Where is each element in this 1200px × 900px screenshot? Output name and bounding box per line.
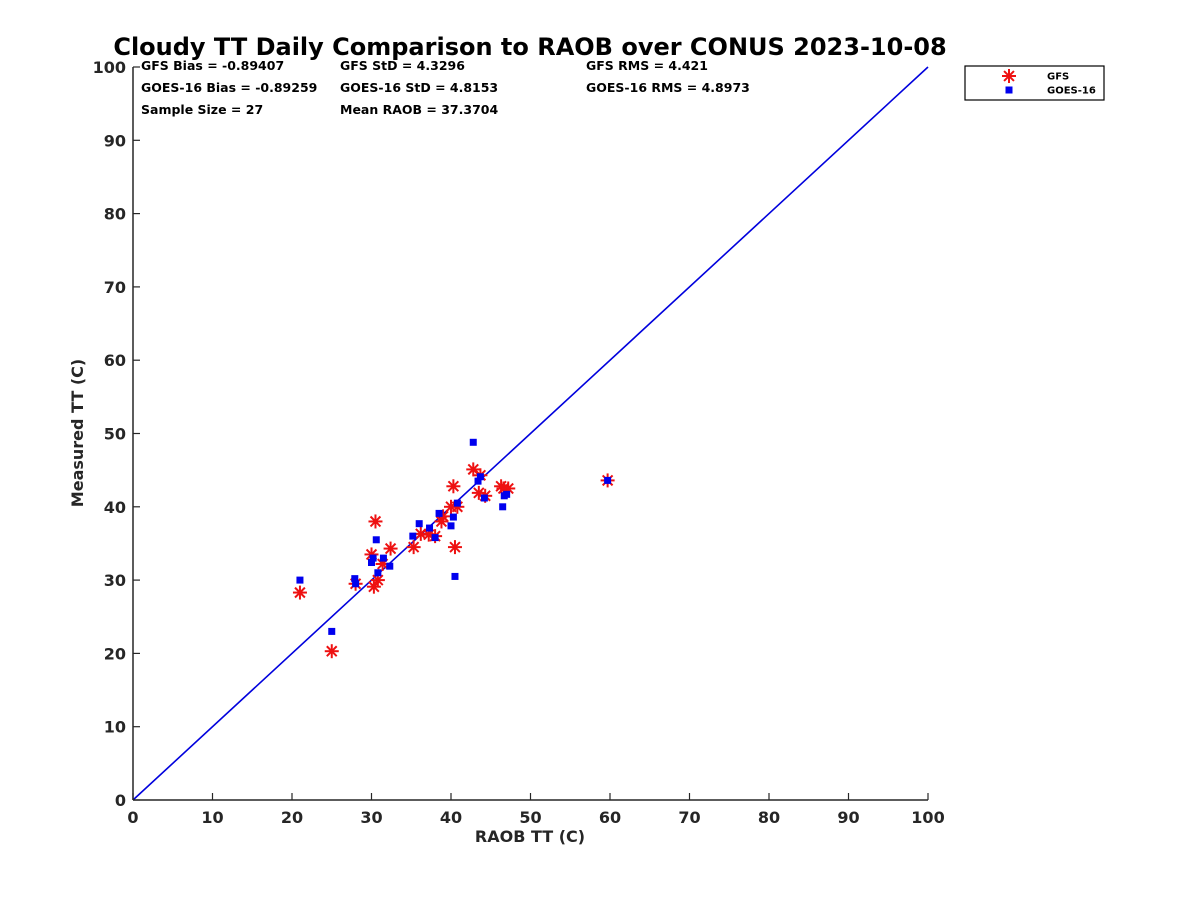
- series-gfs: [292, 462, 615, 659]
- reference-line-group: [132, 66, 929, 801]
- point-goes-16: [372, 536, 380, 544]
- point-goes-16: [328, 627, 336, 635]
- point-goes-16: [351, 575, 359, 583]
- y-tick-label: 80: [104, 205, 126, 224]
- statistics-annotations: GFS Bias = -0.89407 GFS StD = 4.3296 GFS R…: [141, 58, 750, 117]
- y-tick-label: 50: [104, 425, 126, 444]
- asterisk-stroke: [435, 515, 448, 528]
- y-tick-label: 30: [104, 571, 126, 590]
- chart-title: Cloudy TT Daily Comparison to RAOB over …: [113, 33, 946, 61]
- point-goes-16: [415, 520, 423, 528]
- asterisk-stroke: [447, 480, 460, 492]
- stat-text: Sample Size = 27: [141, 102, 263, 117]
- point-goes-16: [409, 532, 417, 540]
- point-goes-16: [474, 477, 482, 485]
- asterisk-stroke: [415, 528, 427, 540]
- legend-label: GOES-16: [1047, 86, 1096, 97]
- asterisk-stroke: [294, 586, 306, 599]
- y-axis-label: Measured TT (C): [68, 359, 87, 507]
- point-goes-16: [374, 569, 382, 577]
- point-gfs: [447, 540, 462, 555]
- plot-area: 0 10 20 30 40 50 60 70 80 90 100 0 10 20 30 40 50 60 70 80 9…: [93, 58, 945, 827]
- asterisk-stroke: [368, 581, 380, 593]
- legend-marker-goes-16: [1005, 86, 1013, 94]
- y-tick-label: 70: [104, 278, 126, 297]
- point-goes-16: [386, 562, 394, 570]
- y-tick-label: 40: [104, 498, 126, 517]
- point-goes-16: [435, 509, 443, 517]
- x-tick-label: 80: [758, 808, 780, 827]
- asterisk-stroke: [407, 541, 420, 553]
- asterisk-stroke: [449, 541, 461, 553]
- point-goes-16: [449, 513, 457, 521]
- x-tick-label: 40: [440, 808, 462, 827]
- asterisk-stroke: [384, 542, 397, 555]
- stat-text: GFS Bias = -0.89407: [141, 58, 284, 73]
- asterisk-stroke: [1003, 70, 1015, 82]
- point-goes-16: [431, 534, 439, 542]
- legend-marker-gfs: [1002, 69, 1016, 83]
- point-goes-16: [476, 473, 484, 481]
- point-goes-16: [469, 438, 477, 446]
- point-goes-16: [453, 499, 461, 507]
- y-tick-label: 90: [104, 131, 126, 150]
- point-gfs: [446, 479, 461, 494]
- series-goes-16: [296, 438, 612, 635]
- asterisk-stroke: [502, 482, 514, 495]
- stat-text: GFS StD = 4.3296: [340, 58, 465, 73]
- point-goes-16: [379, 554, 387, 562]
- point-goes-16: [352, 580, 360, 588]
- legend: GFS GOES-16: [964, 65, 1105, 101]
- point-gfs: [383, 541, 398, 556]
- y-tick-label: 0: [115, 791, 126, 810]
- point-goes-16: [368, 559, 375, 567]
- x-tick-label: 50: [519, 808, 541, 827]
- x-tick-label: 90: [837, 808, 859, 827]
- point-goes-16: [451, 572, 459, 580]
- point-goes-16: [426, 524, 434, 532]
- point-gfs: [368, 514, 383, 529]
- x-tick-label: 60: [599, 808, 621, 827]
- x-tick-label: 30: [360, 808, 382, 827]
- x-tick-label: 0: [127, 808, 138, 827]
- point-goes-16: [480, 494, 488, 502]
- legend-label: GFS: [1047, 72, 1069, 83]
- data-points: [292, 438, 615, 659]
- point-goes-16: [296, 576, 304, 584]
- x-tick-label: 70: [678, 808, 700, 827]
- x-tick-label: 100: [911, 808, 944, 827]
- y-tick-label: 10: [104, 718, 126, 737]
- asterisk-stroke: [369, 515, 382, 528]
- asterisk-stroke: [372, 574, 384, 586]
- stat-text: GOES-16 StD = 4.8153: [340, 80, 498, 95]
- point-gfs: [292, 585, 307, 600]
- stat-text: Mean RAOB = 37.3704: [340, 102, 498, 117]
- point-goes-16: [503, 490, 511, 498]
- asterisk-stroke: [376, 558, 389, 570]
- asterisk-stroke: [326, 645, 338, 657]
- x-tick-label: 10: [201, 808, 223, 827]
- x-tick-label: 20: [281, 808, 303, 827]
- y-tick-label: 60: [104, 351, 126, 370]
- point-goes-16: [604, 476, 612, 484]
- x-axis-label: RAOB TT (C): [475, 827, 585, 846]
- one-to-one-line: [132, 66, 929, 801]
- point-gfs: [406, 540, 421, 555]
- y-tick-label: 20: [104, 644, 126, 663]
- point-goes-16: [447, 522, 455, 530]
- point-goes-16: [499, 503, 507, 511]
- point-goes-16: [369, 554, 377, 562]
- legend-box: [964, 65, 1105, 101]
- stat-text: GOES-16 RMS = 4.8973: [586, 80, 750, 95]
- y-tick-label: 100: [93, 58, 126, 77]
- stat-text: GFS RMS = 4.421: [586, 58, 708, 73]
- point-gfs: [324, 644, 339, 659]
- axes: 0 10 20 30 40 50 60 70 80 90 100 0 10 20 30 40 50 60 70 80 9…: [93, 58, 945, 827]
- stat-text: GOES-16 Bias = -0.89259: [141, 80, 317, 95]
